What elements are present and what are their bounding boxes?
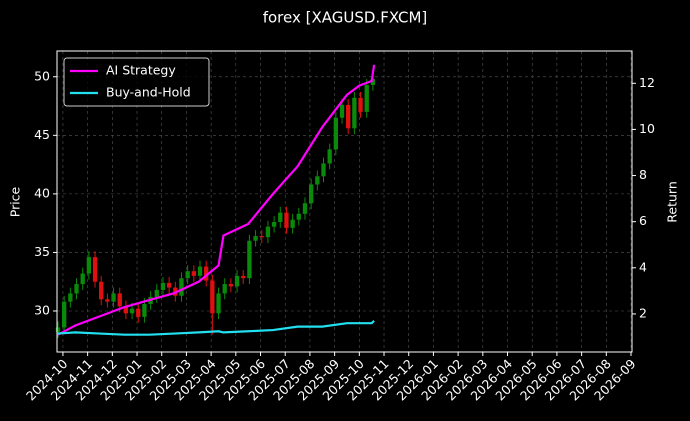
candle-body [92, 257, 98, 282]
y-axis-label: Price [8, 186, 23, 217]
candle-body [105, 299, 110, 302]
candle-body [296, 213, 301, 220]
candle-body [241, 275, 246, 279]
candle-body [74, 284, 79, 294]
candle-body [358, 97, 363, 112]
candle-body [222, 284, 227, 294]
candle-body [247, 240, 252, 279]
y2-tick-label: 12 [639, 75, 655, 90]
legend-box [63, 57, 210, 107]
candle-body [136, 308, 141, 317]
candle-body [364, 84, 369, 112]
candle-body [197, 266, 203, 276]
candle-body [154, 289, 159, 297]
candle-body [327, 149, 332, 164]
candle-body [259, 236, 264, 238]
legend-label: AI Strategy [106, 63, 176, 78]
candle-body [315, 176, 320, 185]
candle-body [265, 226, 271, 238]
candle-body [123, 306, 129, 314]
candle-body [352, 97, 357, 129]
chart-title: forex [XAGUSD.FXCM] [263, 9, 428, 27]
candle-body [234, 275, 240, 287]
candle-body [370, 79, 376, 85]
candle-body [99, 281, 104, 300]
candle-body [278, 212, 283, 222]
candle-body [129, 308, 135, 314]
candle-body [62, 301, 67, 328]
y-tick-label: 35 [34, 244, 50, 259]
y-tick-label: 50 [34, 68, 50, 83]
candle-body [228, 284, 234, 287]
candle-body [302, 203, 308, 214]
candle-body [117, 293, 122, 307]
series-line [57, 64, 376, 336]
candle-body [210, 280, 215, 314]
candle-body [284, 212, 289, 228]
y2-tick-label: 6 [639, 213, 647, 228]
legend-label: Buy-and-Hold [106, 85, 191, 100]
candle-body [271, 221, 277, 227]
candle-body [253, 236, 258, 241]
y2-axis-label: Return [665, 181, 680, 222]
candle-body [204, 266, 209, 281]
plot-frame [56, 50, 633, 353]
series-line [57, 320, 375, 336]
candle-body [191, 271, 196, 276]
candle-body [111, 293, 116, 302]
candle-body [166, 282, 172, 288]
candle-body [142, 303, 147, 317]
candle-body [185, 271, 190, 279]
candle-body [290, 219, 295, 228]
y2-tick-label: 2 [639, 305, 647, 320]
y2-tick-label: 4 [639, 259, 647, 274]
y-tick-label: 45 [34, 127, 50, 142]
y2-tick-label: 10 [639, 121, 655, 136]
candle-body [321, 163, 326, 177]
candle-body [339, 104, 345, 118]
candle-body [86, 257, 92, 274]
candle-body [308, 184, 314, 204]
candle-body [333, 117, 339, 150]
candle-body [179, 278, 184, 296]
candle-body [55, 327, 61, 333]
candle-body [68, 293, 73, 302]
candle-body [216, 293, 221, 314]
candle-body [160, 282, 166, 290]
y-tick-label: 40 [34, 185, 50, 200]
candle-body [346, 104, 351, 129]
candle-body [80, 273, 85, 285]
y-tick-label: 30 [34, 303, 50, 318]
y2-tick-label: 8 [639, 167, 647, 182]
